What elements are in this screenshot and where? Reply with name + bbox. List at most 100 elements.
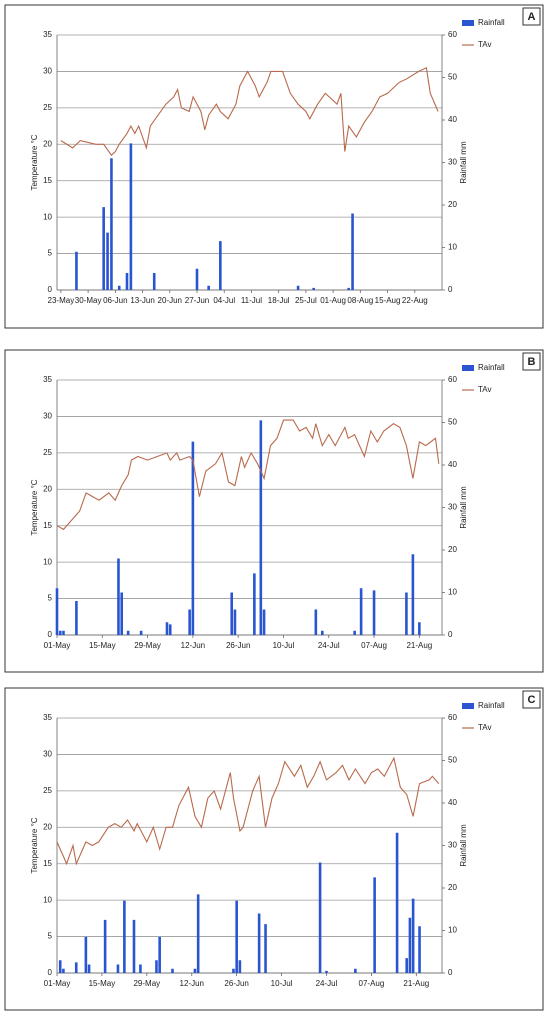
- y-tick-label: 30: [43, 67, 52, 76]
- y2-tick-label: 10: [448, 588, 457, 597]
- rain-bar: [232, 968, 235, 973]
- x-tick-label: 08-Aug: [347, 296, 373, 305]
- legend-label: TAv: [478, 40, 491, 49]
- rain-bar: [165, 622, 169, 635]
- y2-tick-label: 0: [448, 968, 453, 977]
- y2-tick-label: 0: [448, 630, 453, 639]
- x-tick-label: 15-May: [89, 641, 116, 650]
- x-tick-label: 23-May: [48, 296, 75, 305]
- panel: 0 5 10 15 20 25 30 35 0 10 20 30 40 50 60 01-May 15-May 2…: [4, 687, 544, 1011]
- y2-tick-label: 40: [448, 115, 457, 124]
- y2-tick-label: 10: [448, 243, 457, 252]
- y-tick-label: 20: [43, 822, 52, 831]
- x-tick-label: 15-Aug: [375, 296, 401, 305]
- y2-tick-label: 50: [448, 418, 457, 427]
- rain-bar: [318, 862, 322, 973]
- rain-bar: [188, 609, 191, 635]
- rain-bar: [84, 936, 88, 973]
- x-tick-label: 26-Jun: [224, 979, 248, 988]
- rain-bar: [102, 207, 105, 290]
- y-tick-label: 5: [48, 594, 53, 603]
- x-tick-label: 04-Jul: [213, 296, 235, 305]
- rain-bar: [62, 968, 65, 973]
- x-tick-label: 29-May: [133, 979, 160, 988]
- y-tick-label: 0: [48, 285, 53, 294]
- y2-tick-label: 20: [448, 883, 457, 892]
- panel-label-box: [522, 7, 541, 26]
- rain-bar: [230, 592, 234, 635]
- x-tick-label: 21-Aug: [406, 641, 432, 650]
- y-axis-title: Temperature °C: [30, 479, 39, 535]
- x-tick-label: 20-Jun: [158, 296, 182, 305]
- y-tick-label: 35: [43, 30, 52, 39]
- rain-bar: [395, 832, 399, 973]
- y-tick-label: 25: [43, 448, 52, 457]
- y-tick-label: 35: [43, 713, 52, 722]
- legend-label: Rainfall: [478, 363, 505, 372]
- y-axis-title: Temperature °C: [30, 134, 39, 190]
- x-tick-label: 24-Jul: [318, 641, 340, 650]
- legend-label: Rainfall: [478, 18, 505, 27]
- y2-axis-title: Rainfall mm: [459, 824, 468, 867]
- rain-bar: [103, 919, 107, 973]
- x-tick-label: 10-Jul: [273, 641, 295, 650]
- y2-tick-label: 30: [448, 841, 457, 850]
- rain-bar: [372, 590, 376, 635]
- rain-bar: [117, 285, 121, 290]
- rain-bar: [314, 609, 318, 635]
- rain-bar: [132, 919, 136, 973]
- rain-bar: [207, 285, 210, 290]
- y-tick-label: 20: [43, 139, 52, 148]
- y-tick-label: 30: [43, 750, 52, 759]
- rain-bar: [55, 588, 59, 635]
- rain-bar: [325, 970, 328, 973]
- y2-tick-label: 60: [448, 375, 457, 384]
- rain-bar: [116, 964, 120, 973]
- rain-bar: [233, 609, 237, 635]
- legend-label: TAv: [478, 723, 491, 732]
- rain-bar: [106, 232, 109, 290]
- x-tick-label: 10-Jul: [271, 979, 293, 988]
- rain-bar: [75, 251, 78, 290]
- rain-bar: [152, 273, 156, 290]
- temperature-line: [56, 419, 440, 531]
- rain-bar: [75, 601, 78, 635]
- x-tick-label: 01-May: [44, 979, 71, 988]
- panel-label: C: [528, 694, 536, 706]
- y-tick-label: 5: [48, 249, 53, 258]
- x-tick-label: 13-Jun: [130, 296, 154, 305]
- y-tick-label: 35: [43, 375, 52, 384]
- y2-tick-label: 40: [448, 460, 457, 469]
- panel-frame: [4, 4, 544, 329]
- rain-bar: [155, 960, 158, 973]
- panel-label: B: [528, 356, 536, 368]
- y-tick-label: 5: [48, 932, 53, 941]
- rain-bar: [193, 968, 197, 973]
- rain-bar: [129, 143, 133, 290]
- rain-bar: [253, 573, 256, 635]
- y2-tick-label: 30: [448, 158, 457, 167]
- rain-bar: [196, 894, 200, 973]
- y-tick-label: 10: [43, 895, 52, 904]
- y2-tick-label: 10: [448, 926, 457, 935]
- rain-bar: [219, 241, 222, 290]
- rain-bar: [262, 609, 266, 635]
- rain-bar: [418, 926, 421, 973]
- rain-bar: [411, 898, 415, 973]
- y2-axis-title: Rainfall mm: [459, 486, 468, 529]
- x-tick-label: 07-Aug: [361, 641, 387, 650]
- x-tick-label: 29-May: [134, 641, 161, 650]
- y2-tick-label: 50: [448, 756, 457, 765]
- rain-bar: [312, 287, 315, 290]
- rain-bar: [195, 268, 199, 290]
- rain-bar: [259, 420, 263, 635]
- rain-bar: [62, 630, 65, 635]
- x-tick-label: 18-Jul: [268, 296, 290, 305]
- rain-bar: [264, 924, 267, 973]
- panel-label-box: [522, 352, 541, 371]
- y-tick-label: 0: [48, 630, 53, 639]
- rain-bar: [418, 622, 421, 635]
- y-tick-label: 25: [43, 103, 52, 112]
